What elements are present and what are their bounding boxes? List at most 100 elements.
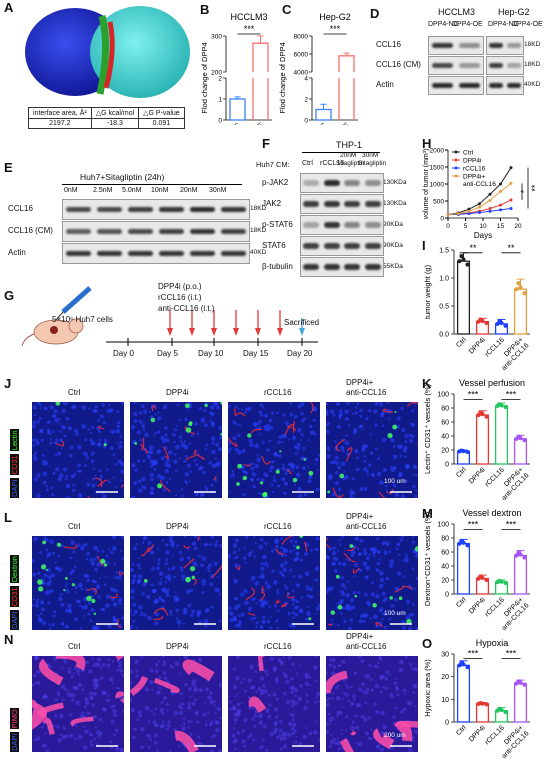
nucleus-dot xyxy=(111,682,114,685)
nucleus-dot xyxy=(165,702,170,707)
nucleus-dot xyxy=(295,583,300,588)
nucleus-dot xyxy=(357,741,363,747)
nucleus-dot xyxy=(33,656,39,661)
nucleus-dot xyxy=(90,459,95,463)
bar xyxy=(475,703,490,723)
bar xyxy=(456,542,471,595)
nucleus-dot xyxy=(120,462,124,467)
title-underline xyxy=(302,152,380,153)
data-point xyxy=(522,682,527,687)
nucleus-dot xyxy=(35,438,38,441)
nucleus-dot xyxy=(43,695,46,699)
nucleus-dot xyxy=(241,729,245,733)
nucleus-dot xyxy=(277,440,281,445)
nucleus-dot xyxy=(166,709,169,712)
nucleus-dot xyxy=(326,702,330,707)
nucleus-dot xyxy=(32,683,35,687)
nucleus-dot xyxy=(290,676,294,681)
nucleus-dot xyxy=(347,580,350,583)
nucleus-dot xyxy=(200,563,204,568)
nucleus-dot xyxy=(260,478,265,482)
micrograph xyxy=(32,656,124,752)
nucleus-dot xyxy=(390,746,394,750)
nucleus-dot xyxy=(412,484,416,488)
data-point xyxy=(457,212,460,216)
nucleus-dot xyxy=(234,738,238,743)
nucleus-dot xyxy=(130,567,134,573)
perfusion-signal xyxy=(220,432,222,436)
nucleus-dot xyxy=(303,417,306,421)
nucleus-dot xyxy=(266,475,269,478)
data-point xyxy=(522,291,527,296)
nucleus-dot xyxy=(384,596,388,600)
nucleus-dot xyxy=(414,495,418,498)
nucleus-dot xyxy=(208,569,211,573)
nucleus-dot xyxy=(207,712,210,715)
blot-band xyxy=(506,82,522,89)
nucleus-dot xyxy=(137,578,142,583)
nucleus-dot xyxy=(250,477,254,482)
nucleus-dot xyxy=(345,693,349,697)
nucleus-dot xyxy=(290,713,295,718)
nucleus-dot xyxy=(243,589,248,594)
nucleus-dot xyxy=(335,461,340,466)
nucleus-dot xyxy=(350,553,354,558)
nucleus-dot xyxy=(151,688,154,692)
nucleus-dot xyxy=(266,427,271,432)
y-axis-label: volume of tumor (mm³) xyxy=(423,149,430,220)
nucleus-dot xyxy=(367,716,372,720)
nucleus-dot xyxy=(306,594,310,598)
blot-lane xyxy=(62,199,250,220)
nucleus-dot xyxy=(174,590,177,594)
nucleus-dot xyxy=(90,442,94,446)
blot-band xyxy=(66,206,91,213)
nucleus-dot xyxy=(161,711,165,715)
nucleus-dot xyxy=(149,464,154,468)
nucleus-dot xyxy=(198,657,203,662)
nucleus-dot xyxy=(56,725,60,729)
nucleus-dot xyxy=(291,597,296,602)
nucleus-dot xyxy=(106,663,111,668)
nucleus-dot xyxy=(36,473,41,478)
nucleus-dot xyxy=(382,612,386,616)
nucleus-dot xyxy=(341,659,346,664)
nucleus-dot xyxy=(180,488,184,491)
nucleus-dot xyxy=(201,417,205,421)
nucleus-dot xyxy=(365,565,370,571)
hypoxia-signal xyxy=(373,728,395,750)
nucleus-dot xyxy=(94,474,97,477)
nucleus-dot xyxy=(240,612,245,617)
nucleus-dot xyxy=(110,705,114,709)
nucleus-dot xyxy=(346,603,350,607)
nucleus-dot xyxy=(156,749,159,752)
nucleus-dot xyxy=(258,713,263,719)
nucleus-dot xyxy=(202,582,206,587)
x-tick-label: Ctrl xyxy=(455,336,468,349)
nucleus-dot xyxy=(165,550,170,555)
nucleus-dot xyxy=(340,728,343,731)
nucleus-dot xyxy=(35,600,39,604)
nucleus-dot xyxy=(178,744,181,748)
nucleus-dot xyxy=(229,475,232,478)
nucleus-dot xyxy=(106,694,110,698)
nucleus-dot xyxy=(379,402,384,407)
nucleus-dot xyxy=(112,704,116,708)
y-tick-label: 1 xyxy=(218,97,222,104)
chart-title: Hep-G2 xyxy=(319,12,351,22)
nucleus-dot xyxy=(64,585,67,588)
data-point xyxy=(478,211,481,215)
nucleus-dot xyxy=(77,673,80,676)
data-point xyxy=(467,209,471,213)
nucleus-dot xyxy=(110,679,114,682)
nucleus-dot xyxy=(233,605,239,611)
sig-label: ** xyxy=(507,243,515,253)
nucleus-dot xyxy=(314,656,318,658)
nucleus-dot xyxy=(87,669,93,674)
nucleus-dot xyxy=(357,656,363,659)
nucleus-dot xyxy=(285,679,290,684)
nucleus-dot xyxy=(251,472,256,477)
nucleus-dot xyxy=(132,619,136,623)
vessel-signal xyxy=(97,555,104,566)
nucleus-dot xyxy=(373,614,378,620)
vessel-signal xyxy=(404,585,413,590)
